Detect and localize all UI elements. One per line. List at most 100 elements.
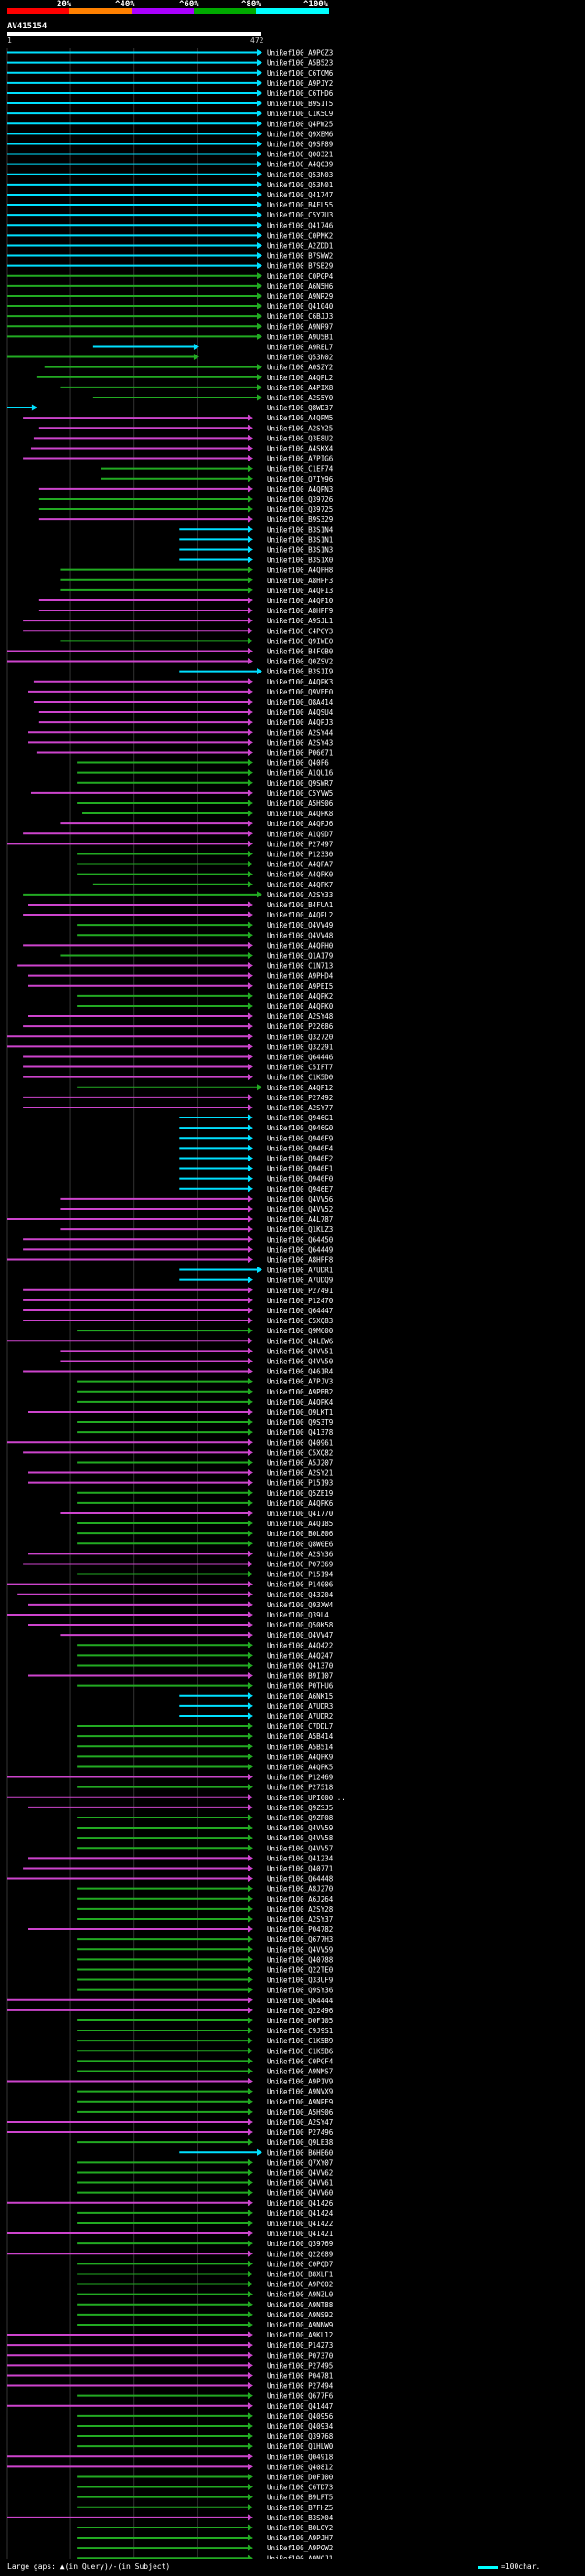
hit-label[interactable]: UniRef100_A4QPK6 — [267, 1500, 334, 1508]
hit-label[interactable]: UniRef100_A9PEI5 — [267, 982, 333, 991]
hit-label[interactable]: UniRef100_A7UDR2 — [267, 1712, 333, 1721]
hit-label[interactable]: UniRef100_A9KL12 — [267, 2331, 333, 2339]
hit-label[interactable]: UniRef100_A2SY33 — [267, 891, 333, 899]
hit-label[interactable]: UniRef100_B7SB29 — [267, 262, 333, 270]
hit-row[interactable]: UniRef100_Q41234 — [28, 1854, 334, 1862]
hit-label[interactable]: UniRef100_P27491 — [267, 1287, 333, 1295]
hit-label[interactable]: UniRef100_A4QPJ6 — [267, 820, 334, 828]
hit-label[interactable]: UniRef100_A4Q422 — [267, 1641, 333, 1649]
hit-label[interactable]: UniRef100_A2SY44 — [267, 728, 334, 737]
hit-label[interactable]: UniRef100_Q4PW25 — [267, 120, 333, 128]
hit-row[interactable]: UniRef100_A5B414 — [77, 1733, 334, 1741]
hit-row[interactable]: UniRef100_B7SB29 — [7, 262, 333, 270]
hit-row[interactable]: UniRef100_Q22TE0 — [77, 1966, 334, 1974]
hit-row[interactable]: UniRef100_Q41426 — [7, 2200, 334, 2208]
hit-row[interactable]: UniRef100_A4Q185 — [77, 1520, 333, 1528]
hit-label[interactable]: UniRef100_A7UDR1 — [267, 1267, 333, 1275]
hit-label[interactable]: UniRef100_Q946F1 — [267, 1165, 333, 1173]
hit-row[interactable]: UniRef100_Q4VV58 — [77, 1834, 334, 1842]
hit-row[interactable]: UniRef100_P04781 — [7, 2371, 333, 2380]
hit-label[interactable]: UniRef100_C5YVW5 — [267, 790, 333, 798]
hit-label[interactable]: UniRef100_Q8A414 — [267, 698, 334, 706]
hit-label[interactable]: UniRef100_C0PGF4 — [267, 2057, 334, 2065]
hit-label[interactable]: UniRef100_Q9VEE0 — [267, 688, 334, 696]
hit-label[interactable]: UniRef100_P04782 — [267, 1925, 333, 1934]
hit-label[interactable]: UniRef100_B3SX04 — [267, 2514, 334, 2522]
hit-label[interactable]: UniRef100_Q4VV48 — [267, 931, 334, 939]
hit-row[interactable]: UniRef100_Q946F0 — [179, 1175, 334, 1183]
hit-row[interactable]: UniRef100_A4QPK5 — [77, 1763, 333, 1771]
hit-row[interactable]: UniRef100_C1K5B9 — [77, 2037, 333, 2045]
hit-row[interactable]: UniRef100_A4Q422 — [77, 1641, 333, 1649]
hit-row[interactable]: UniRef100_A4QPJ6 — [60, 820, 334, 828]
hit-label[interactable]: UniRef100_C1N713 — [267, 962, 333, 970]
hit-label[interactable]: UniRef100_A4QPL2 — [267, 374, 333, 382]
hit-label[interactable]: UniRef100_A2ZDD1 — [267, 241, 333, 249]
hit-label[interactable]: UniRef100_Q4VV61 — [267, 2179, 333, 2188]
hit-label[interactable]: UniRef100_A9PGW2 — [267, 2544, 333, 2552]
hit-label[interactable]: UniRef100_Q04918 — [267, 2453, 334, 2461]
hit-label[interactable]: UniRef100_Q41040 — [267, 302, 334, 311]
hit-label[interactable]: UniRef100_Q41447 — [267, 2402, 333, 2411]
hit-label[interactable]: UniRef100_P27492 — [267, 1094, 333, 1102]
hit-label[interactable]: UniRef100_Q50K58 — [267, 1621, 334, 1629]
hit-label[interactable]: UniRef100_A1Q9D7 — [267, 830, 333, 838]
hit-row[interactable]: UniRef100_C6BJJ3 — [7, 313, 333, 321]
hit-label[interactable]: UniRef100_Q8W0E6 — [267, 1540, 334, 1548]
hit-label[interactable]: UniRef100_A4QPK5 — [267, 1763, 333, 1771]
hit-label[interactable]: UniRef100_C6THD6 — [267, 90, 334, 98]
hit-row[interactable]: UniRef100_A9PBB2 — [77, 1388, 333, 1396]
hit-label[interactable]: UniRef100_P12330 — [267, 850, 334, 858]
hit-row[interactable]: UniRef100_Q41378 — [77, 1428, 334, 1436]
hit-label[interactable]: UniRef100_A4QPK7 — [267, 881, 333, 889]
hit-label[interactable]: UniRef100_Q946G0 — [267, 1124, 334, 1132]
hit-row[interactable]: UniRef100_A2SY25 — [38, 424, 333, 432]
hit-label[interactable]: UniRef100_P15193 — [267, 1479, 333, 1488]
hit-row[interactable]: UniRef100_Q32291 — [7, 1043, 333, 1051]
hit-row[interactable]: UniRef100_A4L787 — [7, 1215, 333, 1224]
hit-label[interactable]: UniRef100_P04781 — [267, 2371, 333, 2380]
hit-label[interactable]: UniRef100_B4FL55 — [267, 201, 333, 209]
hit-label[interactable]: UniRef100_A4QP10 — [267, 597, 334, 605]
hit-label[interactable]: UniRef100_A2SY21 — [267, 1469, 333, 1478]
hit-row[interactable]: UniRef100_A9NR29 — [7, 292, 333, 301]
hit-row[interactable]: UniRef100_A7UDR1 — [179, 1267, 333, 1275]
hit-row[interactable]: UniRef100_A6N5H6 — [7, 282, 334, 291]
hit-label[interactable]: UniRef100_A8HPF9 — [267, 607, 333, 615]
hit-label[interactable]: UniRef100_A2SY28 — [267, 1905, 334, 1913]
hit-label[interactable]: UniRef100_Q39768 — [267, 2433, 334, 2441]
hit-row[interactable]: UniRef100_Q41422 — [77, 2220, 333, 2228]
hit-label[interactable]: UniRef100_B7FHZ5 — [267, 2504, 333, 2512]
hit-label[interactable]: UniRef100_Q64446 — [267, 1053, 334, 1061]
hit-row[interactable]: UniRef100_Q4VV50 — [60, 1357, 334, 1365]
hit-label[interactable]: UniRef100_Q4VV57 — [267, 1844, 333, 1852]
hit-label[interactable]: UniRef100_Q64447 — [267, 1307, 333, 1315]
hit-row[interactable]: UniRef100_Q8WD37 — [7, 404, 333, 412]
hit-row[interactable]: UniRef100_A9NVX9 — [77, 2088, 333, 2096]
hit-label[interactable]: UniRef100_A9NVX9 — [267, 2088, 333, 2096]
hit-row[interactable]: UniRef100_B4FL55 — [7, 201, 333, 209]
hit-row[interactable]: UniRef100_A4QPK0 — [77, 1002, 334, 1011]
hit-label[interactable]: UniRef100_B3S1X0 — [267, 557, 334, 565]
hit-label[interactable]: UniRef100_C5IFT7 — [267, 1064, 333, 1072]
hit-row[interactable]: UniRef100_B0LOY2 — [77, 2524, 333, 2532]
hit-row[interactable]: UniRef100_Q9LE38 — [77, 2138, 334, 2147]
hit-row[interactable]: UniRef100_Q40F6 — [77, 759, 329, 768]
hit-row[interactable]: UniRef100_A4Q247 — [77, 1651, 333, 1659]
hit-label[interactable]: UniRef100_A4QPH8 — [267, 567, 334, 575]
hit-label[interactable]: UniRef100_C0PQD7 — [267, 2260, 333, 2268]
hit-label[interactable]: UniRef100_B9I107 — [267, 1672, 333, 1680]
hit-label[interactable]: UniRef100_Q677H3 — [267, 1935, 333, 1944]
hit-row[interactable]: UniRef100_C6THD6 — [7, 90, 334, 98]
hit-label[interactable]: UniRef100_A9PBB2 — [267, 1388, 333, 1396]
hit-row[interactable]: UniRef100_A9PJH7 — [77, 2534, 333, 2542]
hit-row[interactable]: UniRef100_Q8W0E6 — [77, 1540, 334, 1548]
hit-label[interactable]: UniRef100_Q946F2 — [267, 1154, 333, 1162]
hit-row[interactable]: UniRef100_C6TCM6 — [7, 69, 334, 78]
hit-row[interactable]: UniRef100_A9NS92 — [77, 2311, 333, 2319]
hit-row[interactable]: UniRef100_P15194 — [77, 1571, 334, 1579]
hit-label[interactable]: UniRef100_Q00321 — [267, 151, 333, 159]
hit-label[interactable]: UniRef100_Q4VV58 — [267, 1834, 334, 1842]
hit-row[interactable]: UniRef100_Q39768 — [77, 2433, 334, 2441]
hit-row[interactable]: UniRef100_A6J264 — [77, 1895, 334, 1903]
